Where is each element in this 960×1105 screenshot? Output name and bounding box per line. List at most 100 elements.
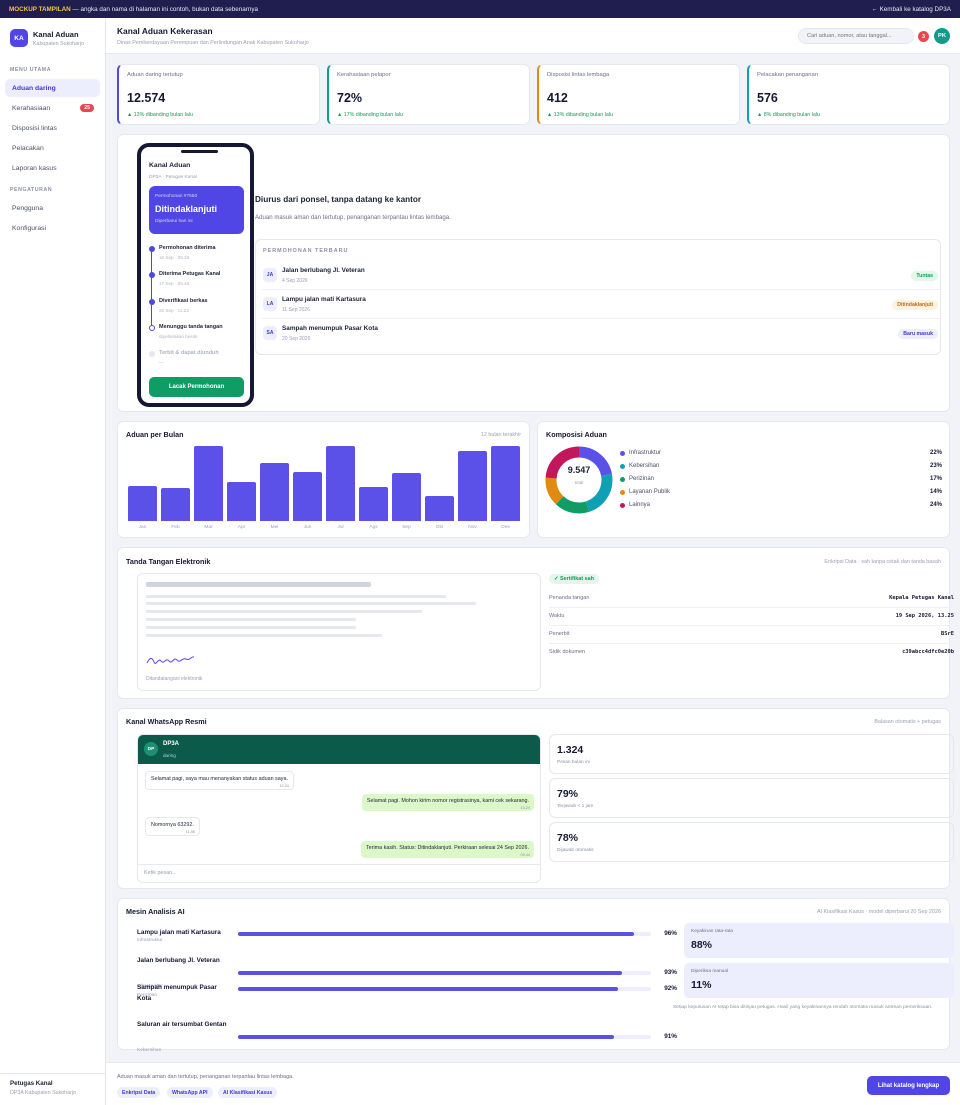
doc-line: [146, 626, 356, 629]
timeline-line: [151, 249, 152, 325]
user-name: Petugas Kanal: [10, 1080, 53, 1087]
view-catalog-button[interactable]: Lihat katalog lengkap: [867, 1076, 950, 1095]
x-tick-label: Mar: [204, 525, 213, 530]
search-input[interactable]: [798, 28, 914, 44]
nav-head-settings: PENGATURAN: [10, 187, 53, 193]
stat-value: 412: [547, 91, 568, 105]
stat-card-kerahasiaan: Kerahasiaan pelapor 72% ▲ 17% dibanding …: [327, 64, 530, 125]
legend-label: Lainnya: [629, 502, 651, 508]
sidebar-item-laporan[interactable]: Laporan kasus: [5, 159, 100, 177]
detail-key: Sidik dokumen: [549, 649, 586, 655]
message-input[interactable]: Ketik pesan...: [138, 864, 540, 882]
step-title: Terbit & dapat diunduh: [159, 350, 219, 356]
sidebar-item-kerahasiaan[interactable]: Kerahasiaan 25: [5, 99, 100, 117]
legend-value: 22%: [929, 450, 942, 456]
list-item[interactable]: SA Sampah menumpuk Pasar Kota 20 Sep 202…: [262, 319, 942, 348]
detail-key: Penerbit: [549, 631, 570, 637]
stat-value: 78%: [557, 832, 579, 844]
case-category: Perizinan: [137, 993, 157, 998]
sidebar-item-label: Aduan daring: [12, 84, 56, 92]
page-footer: Aduan masuk aman dan tertutup, penangana…: [106, 1062, 960, 1105]
legend-label: Layanan Publik: [629, 489, 671, 495]
list-item[interactable]: JA Jalan berlubang Jl. Veteran 4 Sep 202…: [262, 261, 942, 290]
back-to-catalog-link[interactable]: ← Kembali ke katalog DP3A: [871, 5, 951, 13]
sidebar-item-pengguna[interactable]: Pengguna: [5, 199, 100, 217]
request-status-card: Permohonan #7550 Ditindaklanjuti Diperba…: [149, 186, 244, 234]
track-request-button[interactable]: Lacak Permohonan: [149, 377, 244, 397]
bar-okt: [425, 495, 454, 521]
mockup-text: — angka dan nama di halaman ini contoh, …: [70, 5, 258, 13]
request-date: 20 Sep 2026: [282, 336, 311, 342]
whatsapp-stat: 79% Terjawab < 1 jam: [549, 778, 954, 818]
stat-label: Aduan daring tertutup: [127, 72, 183, 78]
whatsapp-panel: Kanal WhatsApp Resmi Balasan otomatis + …: [117, 708, 954, 889]
bar-sep: [392, 473, 421, 521]
detail-key: Waktu: [549, 613, 565, 619]
confidence-value: 91%: [664, 1033, 677, 1040]
signed-document-preview: Ditandatangani elektronik: [137, 573, 541, 691]
notification-badge[interactable]: 3: [918, 31, 929, 42]
composition-card: Komposisi Aduan 9.547 total Infrastruktu…: [537, 421, 950, 538]
chat-message-incoming: Nomornya 63292. 11.56: [145, 817, 200, 836]
legend-label: Perizinan: [629, 476, 655, 482]
message-text: Selamat pagi, saya mau menanyakan status…: [151, 776, 288, 782]
stat-value: 79%: [557, 788, 579, 800]
ai-metric-box: Diperiksa manual 11%: [684, 963, 954, 998]
ai-note: Setiap keputusan AI tetap bisa ditinjau …: [673, 1005, 933, 1010]
x-tick-label: Mei: [270, 525, 279, 530]
phone-subtitle: DP3A · Petugas Kanal: [149, 175, 197, 180]
page-header: Kanal Aduan Kekerasan Dinas Pemberdayaan…: [106, 18, 960, 54]
sidebar-item-aduan-daring[interactable]: Aduan daring: [5, 79, 100, 97]
request-date: 4 Sep 2026: [282, 278, 308, 284]
legend-value: 23%: [929, 463, 942, 469]
chat-message-incoming: Selamat pagi, saya mau menanyakan status…: [145, 771, 294, 790]
confidence-track: [238, 1035, 651, 1039]
step-date: diperkirakan besok: [159, 334, 198, 339]
footer-text: Aduan masuk aman dan tertutup, penangana…: [117, 1074, 294, 1080]
x-tick-label: Nov: [468, 525, 477, 530]
whatsapp-chat: DP DP3A daring Selamat pagi, saya mau me…: [137, 734, 541, 883]
e-signature-meta: Enkripsi Data · sah tanpa cetak dan tand…: [824, 559, 941, 565]
ai-title: Mesin Analisis AI: [126, 907, 185, 916]
status-badge: Tuntas: [911, 271, 938, 281]
mockup-tag: MOCKUP TAMPILAN: [9, 5, 71, 13]
nav-head-menu: MENU UTAMA: [10, 67, 52, 73]
step-title: Menunggu tanda tangan: [159, 324, 223, 330]
step-future-icon: [149, 351, 155, 357]
bar-ags: [359, 486, 388, 521]
monthly-chart-title: Aduan per Bulan: [126, 430, 184, 439]
mobile-showcase-panel: Kanal Aduan DP3A · Petugas Kanal Permoho…: [117, 134, 950, 412]
signature-detail-row: Penanda tangan Kepala Petugas Kanal: [549, 590, 954, 608]
avatar[interactable]: PK: [934, 28, 950, 44]
metric-label: Diperiksa manual: [691, 969, 729, 974]
donut-slice-kebersihan: [545, 446, 613, 514]
stat-card-disposisi: Disposisi lintas lembaga 412 ▲ 13% diban…: [537, 64, 740, 125]
ai-analysis-panel: Mesin Analisis AI AI Klasifikasi Kasus ·…: [117, 898, 954, 1053]
sidebar-item-disposisi[interactable]: Disposisi lintas: [5, 119, 100, 137]
brand-name: Kanal Aduan: [33, 29, 79, 39]
legend-swatch: [620, 490, 625, 495]
case-name: Jalan berlubang Jl. Veteran: [137, 957, 220, 964]
sidebar-item-konfigurasi[interactable]: Konfigurasi: [5, 219, 100, 237]
request-initials: JA: [263, 268, 277, 282]
metric-value: 88%: [691, 939, 713, 951]
donut-slice-perizinan: [545, 446, 613, 514]
stat-value: 12.574: [127, 91, 166, 105]
x-tick-label: Okt: [435, 525, 444, 530]
bar-mei: [260, 463, 289, 521]
sidebar-item-pelacakan[interactable]: Pelacakan: [5, 139, 100, 157]
bar-nov: [458, 451, 487, 521]
message-text: Selamat pagi. Mohon kirim nomor registra…: [366, 798, 529, 804]
request-initials: LA: [263, 297, 277, 311]
whatsapp-stat: 78% Dijawab otomatis: [549, 822, 954, 862]
signature-detail-row: Sidik dokumen c39abcc4dfc0e20b: [549, 644, 954, 662]
list-item[interactable]: LA Lampu jalan mati Kartasura 11 Sep 202…: [262, 290, 942, 319]
message-time: 13.24: [279, 784, 289, 788]
step-title: Permohonan diterima: [159, 245, 216, 251]
case-name: Saluran air tersumbat Gentan: [137, 1021, 227, 1028]
x-tick-label: Sep: [402, 525, 411, 530]
x-tick-label: Jul: [337, 525, 344, 530]
ai-classification-row: Saluran air tersumbat Gentan Kebersihan 91…: [137, 1019, 677, 1053]
stat-value: 576: [757, 91, 778, 105]
certificate-valid-badge: ✓ Sertifikat sah: [549, 574, 599, 584]
